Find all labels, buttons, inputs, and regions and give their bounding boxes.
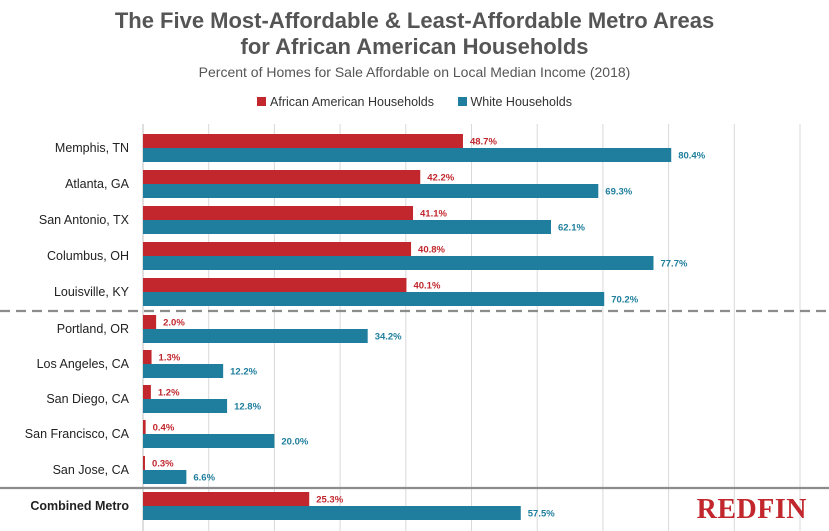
category-label-los-angeles-ca: Los Angeles, CA	[37, 357, 130, 371]
bar-african-american-memphis-tn	[143, 134, 463, 148]
chart-title-line-2: for African American Households	[240, 34, 589, 59]
bar-african-american-atlanta-ga	[143, 170, 421, 184]
data-label-african-american-columbus-oh: 40.8%	[418, 245, 445, 256]
category-label-columbus-oh: Columbus, OH	[47, 249, 129, 263]
bar-white-san-jose-ca	[143, 470, 187, 484]
bar-african-american-los-angeles-ca	[143, 350, 152, 364]
bar-african-american-portland-or	[143, 315, 157, 329]
chart-subtitle: Percent of Homes for Sale Affordable on …	[198, 64, 631, 80]
data-label-white-louisville-ky: 70.2%	[611, 295, 638, 306]
bar-african-american-san-antonio-tx	[143, 206, 414, 220]
bar-white-los-angeles-ca	[143, 364, 224, 378]
data-label-white-san-antonio-tx: 62.1%	[558, 223, 585, 234]
bar-african-american-san-diego-ca	[143, 385, 151, 399]
data-label-african-american-portland-or: 2.0%	[163, 318, 185, 329]
category-label-combined-metro: Combined Metro	[30, 499, 129, 513]
data-label-african-american-combined-metro: 25.3%	[316, 495, 343, 506]
category-label-san-antonio-tx: San Antonio, TX	[39, 213, 130, 227]
redfin-logo: REDFIN	[696, 494, 807, 525]
data-label-white-san-diego-ca: 12.8%	[234, 402, 261, 413]
data-label-white-atlanta-ga: 69.3%	[605, 187, 632, 198]
data-label-white-san-francisco-ca: 20.0%	[281, 437, 308, 448]
legend-label-white: White Households	[470, 95, 572, 109]
data-label-african-american-memphis-tn: 48.7%	[470, 137, 497, 148]
bar-white-columbus-oh	[143, 256, 654, 270]
bar-white-san-antonio-tx	[143, 220, 551, 234]
legend-swatch-african-american	[257, 97, 267, 106]
bar-white-portland-or	[143, 329, 368, 343]
data-label-white-portland-or: 34.2%	[375, 332, 402, 343]
legend: African American Households White Househ…	[0, 95, 829, 109]
data-label-white-columbus-oh: 77.7%	[660, 259, 687, 270]
bar-white-san-diego-ca	[143, 399, 228, 413]
data-label-african-american-san-antonio-tx: 41.1%	[420, 209, 447, 220]
chart-title-line-1: The Five Most-Affordable & Least-Afforda…	[114, 8, 715, 33]
data-label-african-american-los-angeles-ca: 1.3%	[159, 353, 181, 364]
category-label-atlanta-ga: Atlanta, GA	[65, 177, 130, 191]
legend-label-african-american: African American Households	[270, 95, 435, 109]
bar-white-memphis-tn	[143, 148, 672, 162]
category-label-san-diego-ca: San Diego, CA	[46, 392, 129, 406]
legend-item-african-american: African American Households	[257, 95, 434, 109]
category-label-louisville-ky: Louisville, KY	[54, 285, 130, 299]
bar-white-louisville-ky	[143, 292, 605, 306]
category-label-portland-or: Portland, OR	[57, 322, 129, 336]
data-label-white-memphis-tn: 80.4%	[678, 151, 705, 162]
category-label-memphis-tn: Memphis, TN	[55, 141, 129, 155]
bar-african-american-san-francisco-ca	[143, 420, 146, 434]
data-label-african-american-san-francisco-ca: 0.4%	[153, 423, 175, 434]
bar-african-american-columbus-oh	[143, 242, 412, 256]
legend-item-white: White Households	[457, 95, 572, 109]
bar-white-atlanta-ga	[143, 184, 599, 198]
data-label-african-american-san-diego-ca: 1.2%	[158, 388, 180, 399]
bar-white-san-francisco-ca	[143, 434, 275, 448]
data-label-african-american-san-jose-ca: 0.3%	[152, 459, 174, 470]
category-label-san-francisco-ca: San Francisco, CA	[25, 427, 130, 441]
data-label-white-san-jose-ca: 6.6%	[193, 473, 215, 484]
chart-title: The Five Most-Affordable & Least-Afforda…	[0, 8, 829, 60]
data-label-african-american-atlanta-ga: 42.2%	[427, 173, 454, 184]
data-label-white-los-angeles-ca: 12.2%	[230, 367, 257, 378]
legend-swatch-white	[457, 97, 467, 106]
bar-white-combined-metro	[143, 506, 521, 520]
category-label-san-jose-ca: San Jose, CA	[53, 463, 130, 477]
bar-african-american-louisville-ky	[143, 278, 407, 292]
bar-african-american-san-jose-ca	[143, 456, 145, 470]
bar-african-american-combined-metro	[143, 492, 310, 506]
data-label-african-american-louisville-ky: 40.1%	[413, 281, 440, 292]
data-label-white-combined-metro: 57.5%	[528, 509, 555, 520]
